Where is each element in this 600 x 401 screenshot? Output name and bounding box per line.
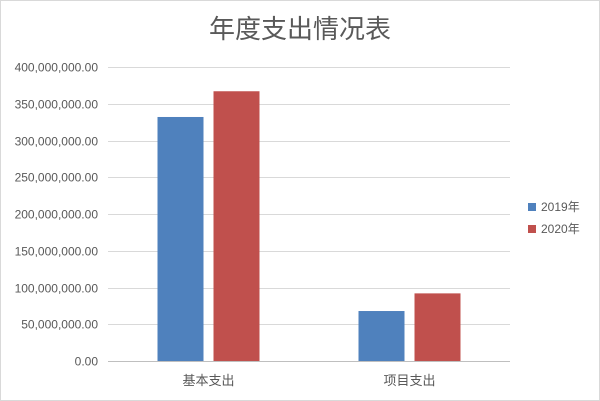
bar-series-2-category-2 [414, 293, 461, 361]
x-axis-tick-labels: 基本支出 项目支出 [182, 373, 435, 388]
y-tick-label-5: 250,000,000.00 [15, 171, 99, 185]
chart-title: 年度支出情况表 [209, 14, 391, 44]
y-tick-label-2: 100,000,000.00 [15, 282, 99, 296]
bar-series-1-category-1 [157, 116, 204, 361]
bars [157, 91, 461, 361]
x-tick-label-1: 项目支出 [383, 373, 435, 388]
y-tick-label-8: 400,000,000.00 [15, 61, 99, 75]
x-tick-label-0: 基本支出 [182, 373, 234, 388]
legend-swatch-2 [528, 225, 536, 233]
y-tick-label-7: 350,000,000.00 [15, 98, 99, 112]
legend-label-2: 2020年 [541, 222, 580, 236]
y-tick-label-4: 200,000,000.00 [15, 208, 99, 222]
y-tick-label-0: 0.00 [75, 355, 99, 369]
legend-label-1: 2019年 [541, 200, 580, 214]
y-tick-label-6: 300,000,000.00 [15, 135, 99, 149]
bar-series-2-category-1 [213, 91, 260, 361]
legend: 2019年 2020年 [528, 200, 580, 236]
y-tick-label-1: 50,000,000.00 [21, 318, 98, 332]
legend-swatch-1 [528, 203, 536, 211]
bar-series-1-category-2 [358, 311, 405, 361]
y-axis-tick-labels: 0.00 50,000,000.00 100,000,000.00 150,000,0… [15, 61, 99, 369]
y-tick-label-3: 150,000,000.00 [15, 245, 99, 259]
